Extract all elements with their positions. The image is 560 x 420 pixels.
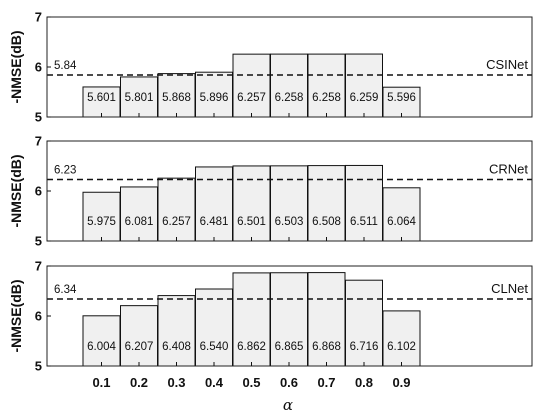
bar-crnet-0.3 (157, 177, 196, 242)
value-label-crnet-0.3: 6.257 (162, 216, 191, 228)
bar-crnet-0.2 (120, 186, 158, 242)
bar-clnet-0.5 (232, 272, 271, 367)
y-tick-label-crnet-5: 5 (35, 234, 42, 249)
value-label-clnet-0.4: 6.540 (200, 341, 229, 353)
bar-crnet-0.5 (232, 165, 271, 242)
model-name-crnet: CRNet (489, 162, 528, 177)
bar-crnet-0.4 (195, 166, 233, 242)
y-tick-label-csinet-5: 5 (35, 110, 42, 125)
value-label-crnet-0.5: 6.501 (237, 216, 266, 228)
bar-csinet-0.5 (232, 53, 271, 118)
value-label-clnet-0.9: 6.102 (387, 341, 416, 353)
value-label-clnet-0.6: 6.865 (275, 341, 304, 353)
bar-crnet-0.1 (82, 191, 121, 242)
x-tick-label-0.1: 0.1 (92, 375, 110, 390)
x-axis: 0.1 0.2 0.3 0.4 0.5 0.6 0.7 0.8 0.9 (92, 375, 410, 390)
value-label-crnet-0.4: 6.481 (200, 216, 229, 228)
bar-csinet-0.6 (270, 53, 308, 118)
value-label-csinet-0.6: 6.258 (275, 92, 304, 104)
value-label-csinet-0.3: 5.868 (162, 92, 191, 104)
y-tick-label-crnet-7: 7 (35, 134, 42, 149)
value-label-crnet-0.9: 6.064 (387, 216, 416, 228)
y-tick-label-clnet-6: 6 (35, 309, 42, 324)
x-tick-label-0.4: 0.4 (205, 375, 224, 390)
bar-csinet-0.1 (82, 86, 121, 118)
panel-csinet: 5.601 5.801 5.868 5.896 6.257 6.258 6.258 6.259… (8, 10, 533, 125)
y-tick-label-clnet-5: 5 (35, 359, 42, 374)
bar-clnet-0.3 (157, 295, 196, 367)
panel-crnet: 5.975 6.081 6.257 6.481 6.501 6.503 6.508 6.511… (8, 134, 533, 249)
x-tick-label-0.9: 0.9 (392, 375, 410, 390)
value-label-clnet-0.7: 6.868 (312, 341, 341, 353)
value-label-csinet-0.2: 5.801 (125, 92, 154, 104)
bar-crnet-0.7 (307, 165, 346, 242)
value-label-csinet-0.5: 6.257 (237, 92, 266, 104)
bar-clnet-0.2 (120, 305, 158, 367)
value-label-crnet-0.1: 5.975 (87, 216, 116, 228)
value-label-crnet-0.6: 6.503 (275, 216, 304, 228)
bar-clnet-0.9 (382, 310, 421, 367)
x-tick-label-0.7: 0.7 (317, 375, 335, 390)
x-tick-label-0.3: 0.3 (167, 375, 185, 390)
value-label-crnet-0.7: 6.508 (312, 216, 341, 228)
value-label-clnet-0.2: 6.207 (125, 341, 154, 353)
bar-csinet-0.8 (345, 53, 383, 118)
x-axis-label: α (283, 396, 293, 414)
reference-label-clnet: 6.34 (54, 284, 77, 296)
bar-clnet-0.8 (345, 279, 383, 367)
x-tick-label-0.6: 0.6 (280, 375, 298, 390)
bar-crnet-0.9 (382, 187, 421, 242)
bar-clnet-0.7 (307, 272, 346, 367)
value-label-csinet-0.8: 6.259 (350, 92, 379, 104)
y-axis-label-clnet: -NMSE(dB) (8, 279, 24, 352)
value-label-clnet-0.5: 6.862 (237, 341, 266, 353)
panel-clnet: 6.004 6.207 6.408 6.540 6.862 6.865 6.868 6.716… (8, 259, 533, 374)
value-label-clnet-0.1: 6.004 (87, 341, 116, 353)
value-label-csinet-0.7: 6.258 (312, 92, 341, 104)
value-label-csinet-0.9: 5.596 (387, 92, 416, 104)
bar-csinet-0.7 (307, 53, 346, 118)
y-tick-label-clnet-7: 7 (35, 259, 42, 274)
y-tick-label-crnet-6: 6 (35, 184, 42, 199)
bar-clnet-0.4 (195, 288, 233, 367)
value-label-clnet-0.3: 6.408 (162, 341, 191, 353)
value-label-csinet-0.1: 5.601 (87, 92, 116, 104)
y-tick-label-csinet-7: 7 (35, 10, 42, 25)
bar-crnet-0.6 (270, 165, 308, 242)
y-tick-label-csinet-6: 6 (35, 60, 42, 75)
x-tick-label-0.5: 0.5 (242, 375, 260, 390)
value-label-crnet-0.8: 6.511 (350, 216, 378, 228)
bar-clnet-0.6 (270, 272, 308, 367)
bar-crnet-0.8 (345, 164, 383, 242)
value-label-clnet-0.8: 6.716 (350, 341, 379, 353)
y-axis-label-crnet: -NMSE(dB) (8, 154, 24, 227)
model-name-csinet: CSINet (486, 57, 528, 72)
reference-label-csinet: 5.84 (54, 60, 77, 72)
chart-panels: 5.601 5.801 5.868 5.896 6.257 6.258 6.258 6.259… (8, 10, 533, 374)
bar-csinet-0.2 (120, 76, 158, 118)
value-label-csinet-0.4: 5.896 (200, 92, 229, 104)
x-tick-label-0.8: 0.8 (355, 375, 373, 390)
model-name-clnet: CLNet (491, 281, 528, 296)
value-label-crnet-0.2: 6.081 (125, 216, 154, 228)
reference-label-crnet: 6.23 (54, 165, 76, 177)
y-axis-label-csinet: -NMSE(dB) (8, 30, 24, 103)
x-tick-label-0.2: 0.2 (130, 375, 148, 390)
